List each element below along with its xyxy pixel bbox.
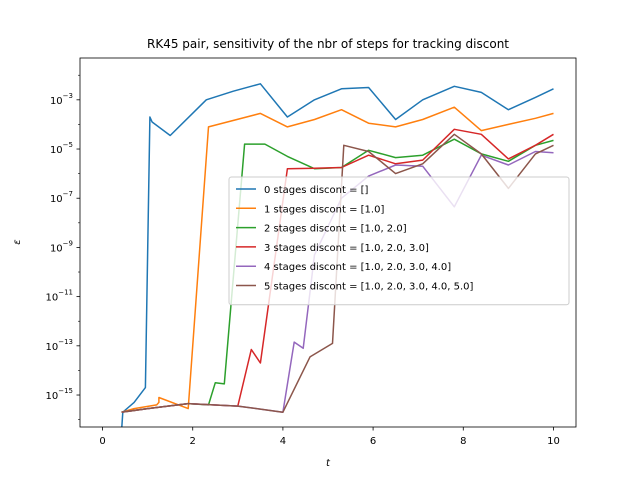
y-tick-label: 10−3 <box>50 92 73 107</box>
y-axis: 10−15 10−13 10−11 10−9 10−7 10−5 10−3 <box>45 74 80 420</box>
x-tick-label: 6 <box>370 436 376 447</box>
series-line-0 <box>121 83 554 427</box>
y-axis-label: ε <box>12 239 23 245</box>
x-tick-label: 2 <box>190 436 196 447</box>
y-tick-label: 10−15 <box>45 387 73 402</box>
chart-title: RK45 pair, sensitivity of the nbr of ste… <box>147 37 509 51</box>
y-tick-label: 10−7 <box>50 190 73 205</box>
y-tick-label: 10−5 <box>50 141 73 156</box>
legend-box <box>228 176 570 306</box>
x-axis: 0 2 4 6 8 10 <box>99 427 560 447</box>
series-line-5 <box>121 133 554 413</box>
plot-frame <box>79 57 577 428</box>
x-tick-label: 8 <box>460 436 466 447</box>
series-line-1 <box>121 106 554 413</box>
legend-entry: 0 stages discont = [] <box>264 185 369 196</box>
y-tick-label: 10−13 <box>45 338 73 353</box>
legend-entry: 4 stages discont = [1.0, 2.0, 3.0, 4.0] <box>264 262 451 273</box>
y-tick-label: 10−11 <box>45 289 73 304</box>
x-tick-label: 10 <box>547 436 560 447</box>
x-tick-label: 4 <box>280 436 286 447</box>
x-tick-label: 0 <box>99 436 105 447</box>
legend-entry: 5 stages discont = [1.0, 2.0, 3.0, 4.0, … <box>264 282 473 293</box>
x-axis-label: t <box>326 458 331 469</box>
y-tick-label: 10−9 <box>50 239 73 254</box>
legend-entry: 3 stages discont = [1.0, 2.0, 3.0] <box>264 243 429 254</box>
legend-entry: 1 stages discont = [1.0] <box>264 204 384 215</box>
legend-entry: 2 stages discont = [1.0, 2.0] <box>264 224 407 235</box>
legend: 0 stages discont = [] 1 stages discont = … <box>228 176 570 306</box>
